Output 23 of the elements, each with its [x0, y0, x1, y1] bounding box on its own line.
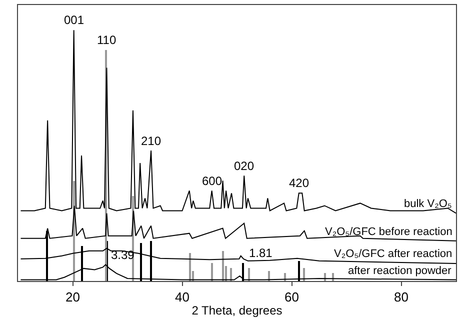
x-tick-label: 60 — [284, 290, 299, 305]
series-label: V₂O₅/GFC before reaction — [325, 226, 452, 238]
bar — [230, 268, 232, 281]
series-label: bulk V₂O₅ — [404, 198, 452, 210]
annotation: 020 — [234, 159, 254, 173]
bar — [189, 253, 191, 281]
annotation: 1.81 — [249, 246, 273, 260]
bar — [248, 268, 250, 281]
series-label: after reaction powder — [348, 265, 452, 277]
annotation: 600 — [202, 174, 222, 188]
series-label: V₂O₅/GFC after reaction — [334, 248, 452, 260]
annotation: 210 — [141, 134, 162, 148]
x-tick-label: 20 — [66, 290, 80, 305]
bar — [211, 263, 213, 281]
bar — [268, 271, 270, 281]
bar — [222, 251, 224, 281]
annotation: 420 — [289, 176, 310, 190]
bar — [303, 268, 305, 281]
annotation: 001 — [64, 13, 84, 27]
annotation: 110 — [97, 33, 116, 47]
x-tick-label: 40 — [175, 290, 190, 305]
x-tick-label: 80 — [394, 290, 408, 305]
x-axis-title: 2 Theta, degrees — [192, 304, 282, 318]
